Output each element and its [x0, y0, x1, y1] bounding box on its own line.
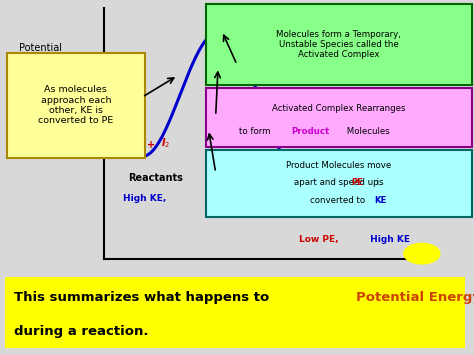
Text: H$_2$: H$_2$ [128, 136, 142, 150]
Text: converted to: converted to [310, 196, 368, 205]
Text: I$_2$: I$_2$ [161, 136, 171, 150]
Text: High KE,: High KE, [123, 194, 166, 203]
Text: Low PE: Low PE [204, 194, 243, 203]
FancyBboxPatch shape [206, 4, 472, 85]
Text: is: is [374, 178, 384, 187]
FancyBboxPatch shape [206, 150, 472, 217]
Text: Molecules: Molecules [344, 127, 390, 136]
Text: Products: Products [313, 211, 362, 220]
Text: +: + [147, 140, 158, 150]
Text: HI: HI [329, 175, 342, 185]
Text: Reaction Proceeds →: Reaction Proceeds → [323, 280, 417, 290]
Text: Activated Complex Rearranges: Activated Complex Rearranges [272, 104, 406, 113]
Text: Low PE,: Low PE, [299, 235, 338, 244]
Text: Product Molecules move: Product Molecules move [286, 161, 392, 170]
Text: H$_2$I$_2$: H$_2$I$_2$ [235, 4, 260, 17]
Text: 2: 2 [313, 175, 324, 185]
Text: Product: Product [292, 127, 330, 136]
Text: Molecules form a Temporary,
Unstable Species called the
Activated Complex: Molecules form a Temporary, Unstable Spe… [276, 29, 401, 59]
Text: Reactants: Reactants [128, 173, 183, 183]
FancyBboxPatch shape [206, 88, 472, 147]
Text: to form: to form [239, 127, 273, 136]
Text: PE: PE [351, 178, 363, 187]
Text: Potential
Energy (kJ): Potential Energy (kJ) [14, 43, 68, 65]
Text: This summarizes what happens to: This summarizes what happens to [14, 290, 274, 304]
Text: KE: KE [374, 196, 387, 205]
Text: High KE: High KE [367, 235, 410, 244]
Text: apart and speed up.: apart and speed up. [294, 178, 384, 187]
Text: As molecules
approach each
other, KE is
converted to PE: As molecules approach each other, KE is … [38, 85, 113, 125]
Circle shape [404, 244, 440, 264]
Text: during a reaction.: during a reaction. [14, 324, 149, 338]
Text: Potential Energy: Potential Energy [356, 290, 474, 304]
FancyBboxPatch shape [5, 277, 465, 348]
FancyBboxPatch shape [7, 53, 145, 158]
